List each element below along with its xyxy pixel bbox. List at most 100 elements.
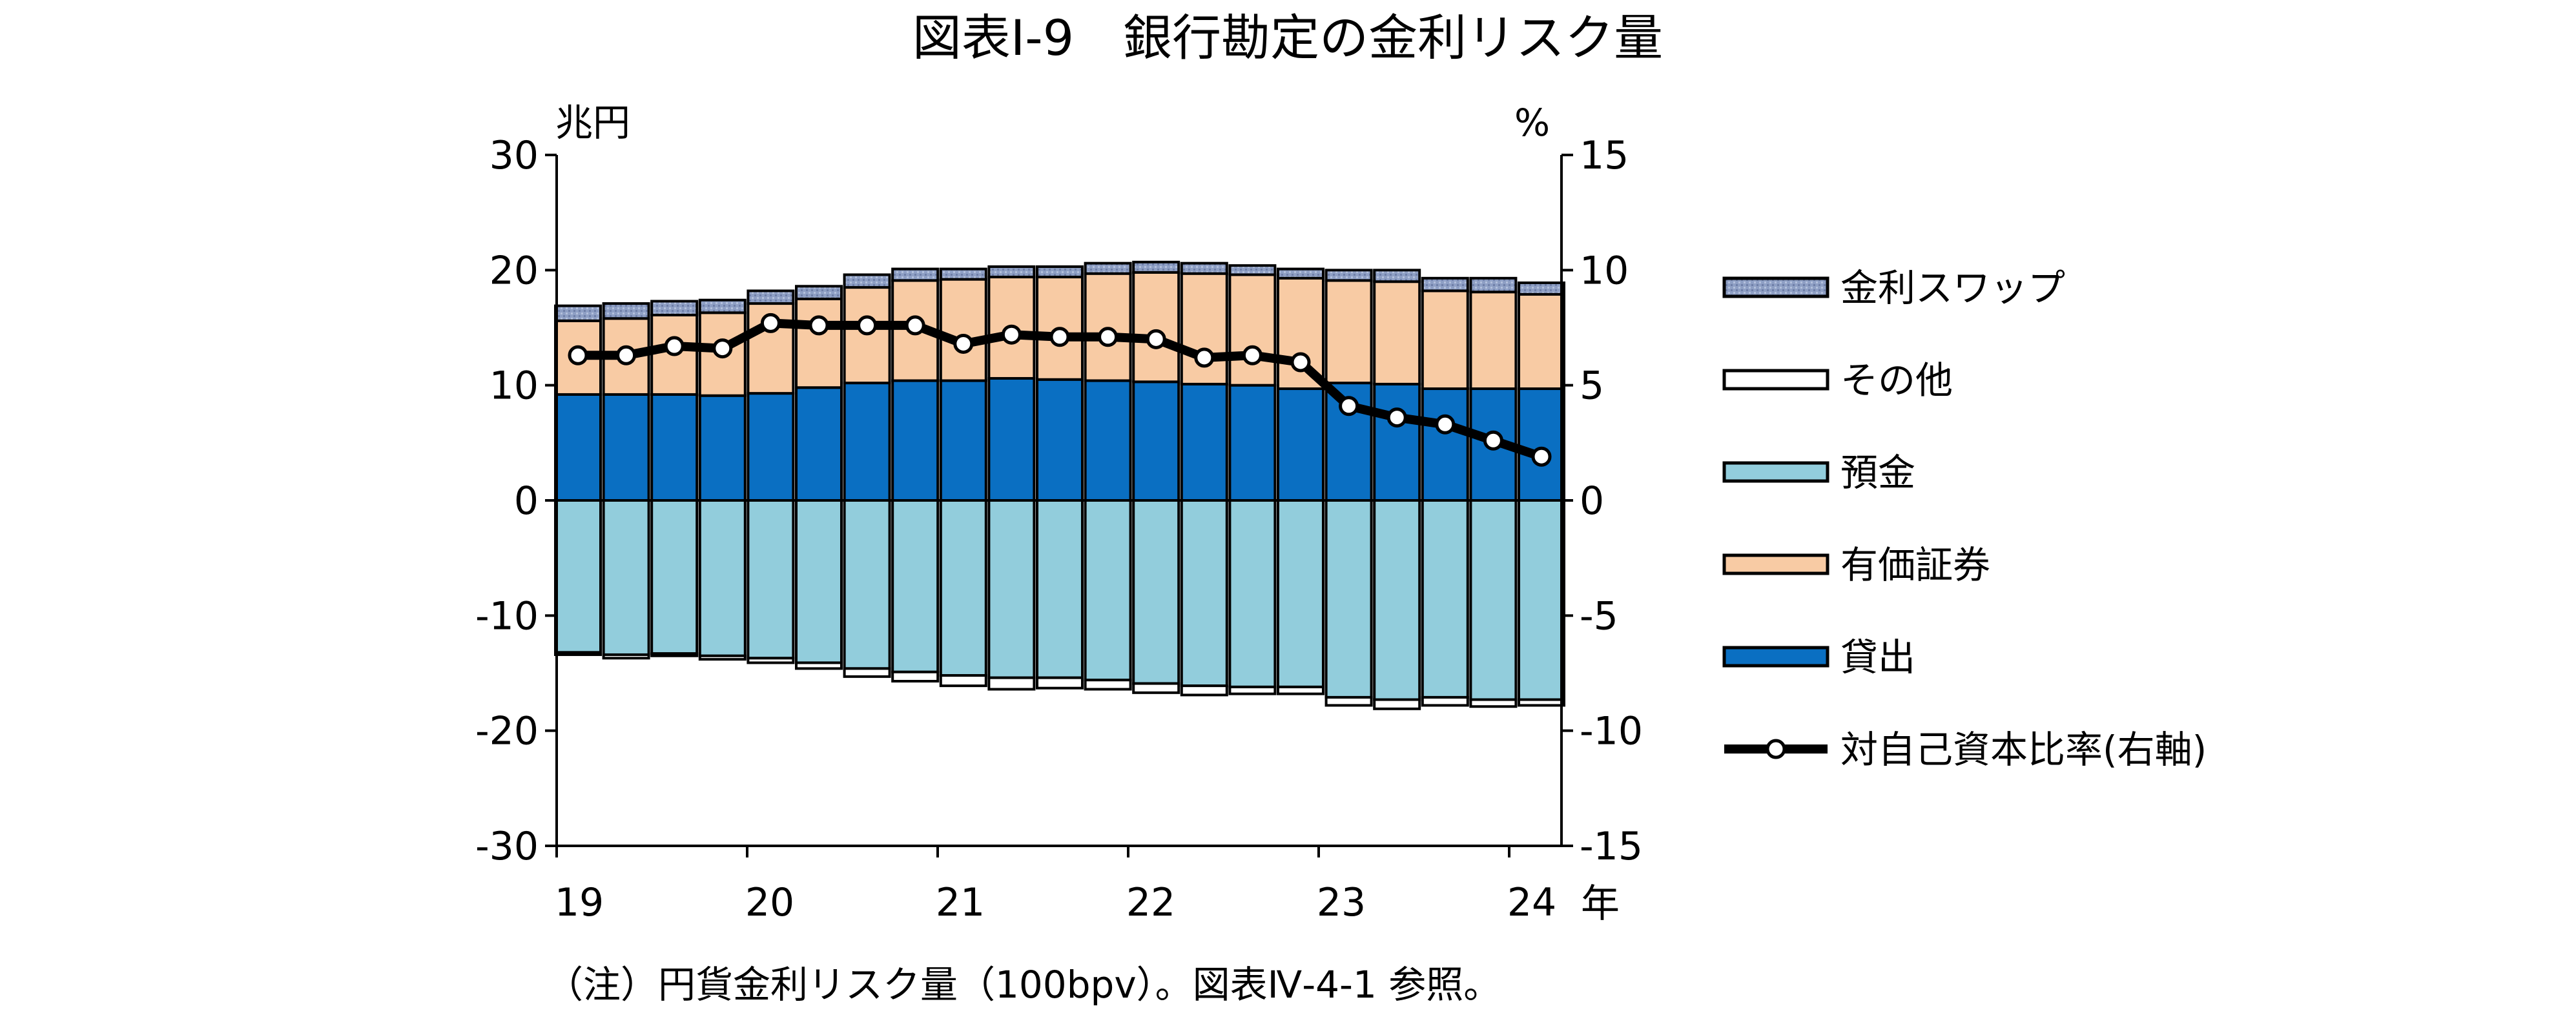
- ratio-point: [857, 315, 878, 336]
- bar-loans: [1277, 387, 1324, 502]
- ratio-point: [712, 338, 733, 359]
- ratio-point: [616, 345, 637, 365]
- bar-deposits: [1084, 499, 1132, 682]
- bar-deposits: [891, 499, 940, 673]
- bar-deposits: [650, 499, 699, 655]
- right-tick-label: -5: [1580, 593, 1618, 639]
- bar-other: [1084, 679, 1132, 691]
- bar-swaps: [650, 300, 699, 316]
- bar-loans: [650, 393, 699, 502]
- right-tick-label: 0: [1580, 478, 1604, 524]
- ratio-point: [809, 315, 829, 336]
- x-tick-label: 19: [555, 880, 604, 925]
- bar-loans: [602, 393, 650, 502]
- bar-deposits: [747, 499, 795, 660]
- ratio-point: [1339, 396, 1359, 416]
- bar-loans: [698, 394, 747, 502]
- bar-other: [939, 674, 987, 688]
- left-tick-label: 10: [489, 364, 539, 409]
- bar-securities: [1373, 280, 1421, 385]
- bar-other: [1132, 682, 1180, 694]
- legend-label-deposits: 預金: [1840, 451, 1915, 495]
- chart-title: 図表Ⅰ-9 銀行勘定の金利リスク量: [912, 9, 1663, 67]
- bar-securities: [1324, 279, 1373, 385]
- ratio-point: [953, 333, 974, 354]
- bar-loans: [1228, 384, 1277, 502]
- bar-loans: [843, 382, 891, 502]
- bar-swaps: [1421, 276, 1469, 292]
- legend-swatch-securities: [1722, 553, 1829, 575]
- bar-other: [1228, 685, 1277, 695]
- x-tick-label: 24: [1507, 880, 1556, 925]
- bar-swaps: [843, 273, 891, 289]
- legend-swatch-other: [1722, 369, 1829, 391]
- bar-loans: [747, 392, 795, 502]
- axes: 30 20 10 0 -10 -20 -30 15 10 5 0 -5 -10 -15 19 20 21 22 23…: [475, 133, 1643, 925]
- bar-swaps: [1228, 264, 1277, 276]
- bar-loans: [1518, 387, 1565, 502]
- ratio-point: [1001, 324, 1022, 345]
- ratio-point: [905, 315, 925, 336]
- x-tick-label: 22: [1126, 880, 1175, 925]
- x-axis-unit: 年: [1581, 881, 1620, 927]
- legend-marker-ratio: [1766, 739, 1786, 759]
- bar-securities: [1518, 292, 1565, 391]
- bar-other: [1277, 685, 1324, 695]
- bar-loans: [1373, 382, 1421, 502]
- left-axis-unit: 兆円: [555, 101, 630, 145]
- right-tick-label: 5: [1580, 364, 1604, 409]
- ratio-line-layer: [568, 313, 1552, 467]
- bar-other: [1324, 695, 1373, 707]
- bar-deposits: [1421, 499, 1469, 699]
- bar-swaps: [1373, 269, 1421, 283]
- left-tick-label: 20: [489, 248, 539, 293]
- bar-swaps: [1180, 262, 1228, 275]
- left-tick-label: -20: [475, 709, 539, 754]
- bar-loans: [795, 386, 843, 502]
- legend-label-securities: 有価証券: [1840, 543, 1990, 587]
- chart-note: （注）円貨金利リスク量（100bpv）。図表Ⅳ-4-1 参照。: [546, 963, 1501, 1007]
- right-tick-label: 10: [1580, 248, 1629, 293]
- bar-other: [1036, 676, 1084, 690]
- bar-securities: [1132, 271, 1180, 384]
- ratio-point: [664, 336, 685, 356]
- bar-swaps: [1084, 262, 1132, 275]
- ratio-point: [760, 313, 781, 333]
- right-tick-label: -10: [1580, 709, 1643, 754]
- right-axis-unit: %: [1514, 101, 1550, 145]
- bar-swaps: [987, 265, 1036, 279]
- right-tick-label: -15: [1580, 824, 1643, 869]
- bar-swaps: [602, 302, 650, 320]
- ratio-point: [1435, 414, 1456, 435]
- bar-loans: [939, 379, 987, 502]
- bar-deposits: [1469, 499, 1518, 701]
- legend-swatch-loans: [1722, 646, 1829, 668]
- legend-label-swaps: 金利スワップ: [1840, 266, 2065, 310]
- bar-securities: [795, 297, 843, 389]
- bar-deposits: [843, 499, 891, 670]
- bar-swaps: [795, 285, 843, 300]
- bar-loans: [891, 379, 940, 502]
- bar-other: [1421, 695, 1469, 707]
- bar-swaps: [1324, 269, 1373, 282]
- bar-other: [554, 651, 602, 656]
- bar-deposits: [1277, 499, 1324, 688]
- bar-deposits: [1036, 499, 1084, 679]
- bar-securities: [1421, 289, 1469, 391]
- bar-swaps: [1132, 260, 1180, 274]
- x-tick-label: 21: [936, 880, 985, 925]
- bar-loans: [1084, 379, 1132, 502]
- ratio-point: [1049, 327, 1070, 347]
- ratio-point: [1290, 352, 1311, 373]
- bar-deposits: [795, 499, 843, 664]
- legend-swatch-deposits: [1722, 461, 1829, 483]
- left-tick-label: 0: [514, 478, 539, 524]
- ratio-point: [1386, 407, 1407, 428]
- legend-label-other: その他: [1840, 358, 1953, 402]
- left-tick-label: 30: [489, 133, 539, 178]
- bar-swaps: [747, 289, 795, 305]
- bar-swaps: [1518, 281, 1565, 296]
- bar-loans: [987, 376, 1036, 502]
- ratio-point: [1194, 347, 1215, 368]
